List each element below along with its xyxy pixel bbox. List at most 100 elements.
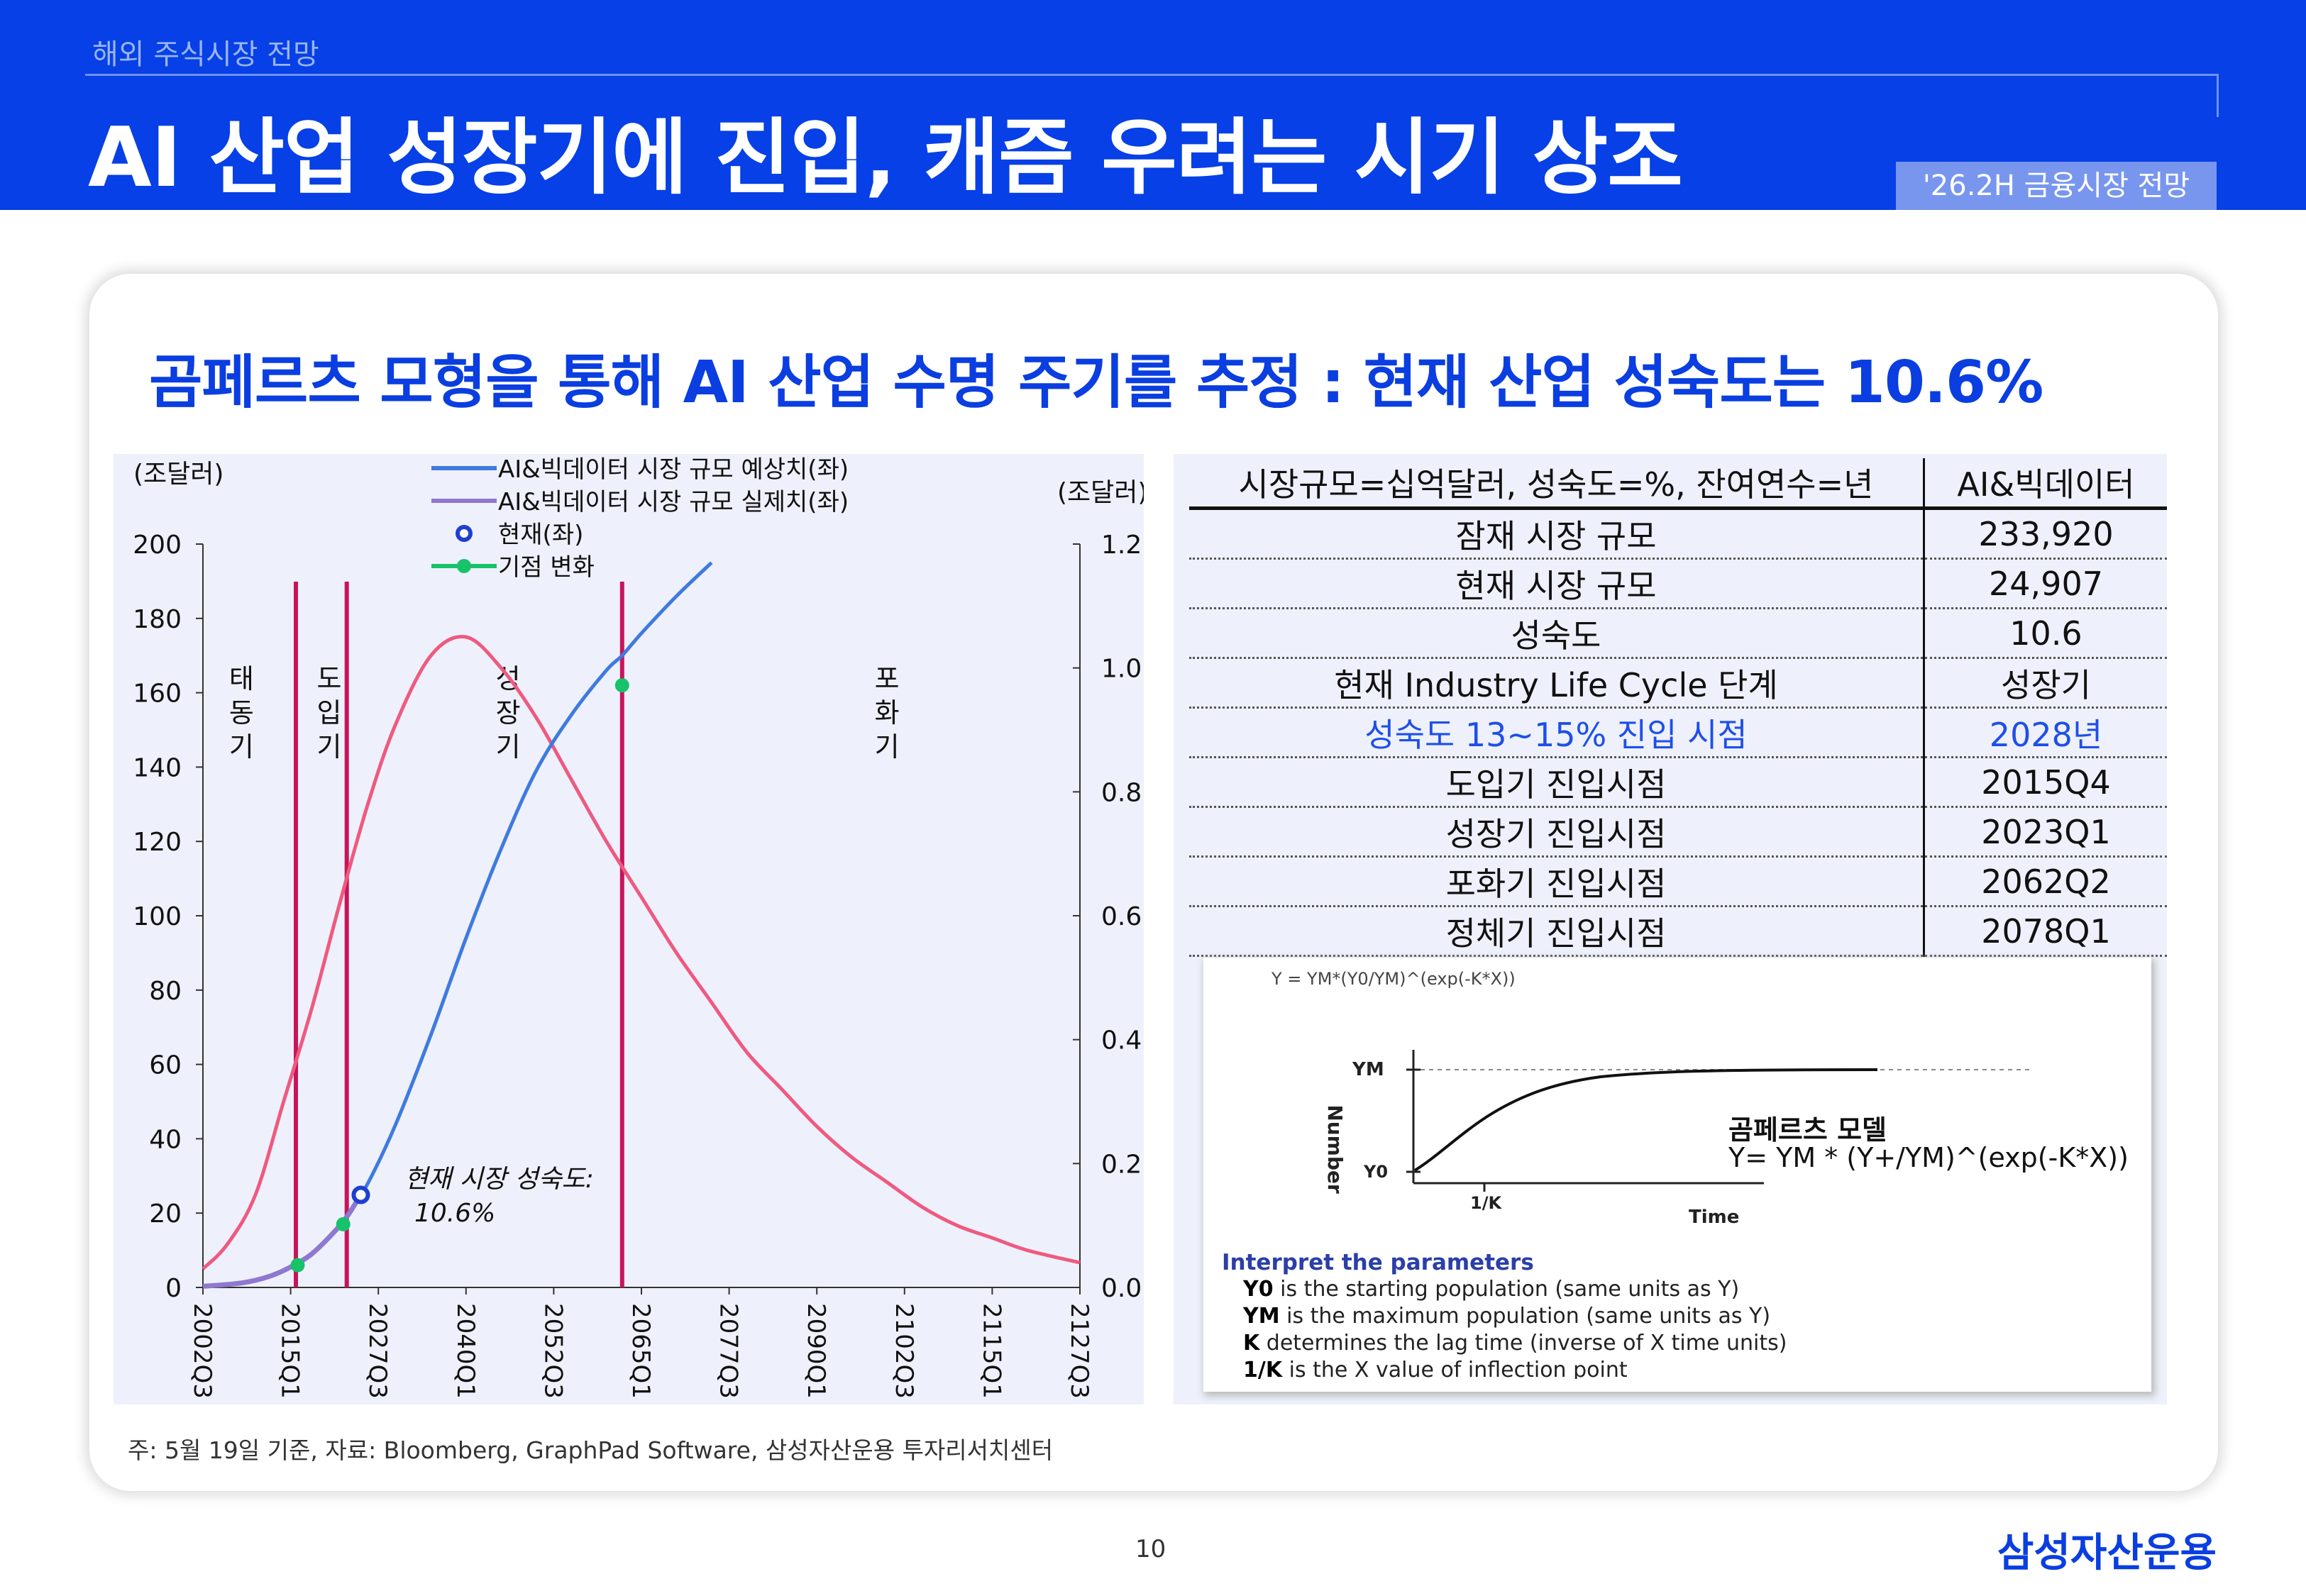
- row-label: 성장기 진입시점: [1189, 807, 1925, 858]
- gompertz-equation: Y = YM*(Y0/YM)^(exp(-K*X)): [1271, 969, 1516, 989]
- x-tick-label: 2115Q1: [977, 1303, 1005, 1399]
- milestone-dot: [614, 678, 629, 693]
- row-label: 성숙도 13~15% 진입 시점: [1189, 707, 1925, 758]
- table-row: 현재 시장 규모 24,907: [1189, 558, 2167, 609]
- gompertz-figure: [1203, 958, 2151, 1392]
- gompertz-xlabel: Time: [1689, 1207, 1739, 1228]
- model-name: 곰페르츠 모델: [1728, 1114, 1887, 1146]
- right-tick-label: 0.6: [1101, 902, 1142, 931]
- table-header-row: 시장규모=십억달러, 성숙도=%, 잔여연수=년 AI&빅데이터: [1189, 458, 2167, 510]
- param-key: YM: [1243, 1304, 1280, 1329]
- x-tick-label: 2027Q3: [363, 1303, 392, 1399]
- row-value: 2028년: [1924, 707, 2167, 758]
- table-row: 정체기 진입시점 2078Q1: [1189, 906, 2167, 957]
- x-tick-label: 2102Q3: [890, 1303, 918, 1399]
- current-point: [351, 1185, 370, 1204]
- report-tag: '26.2H 금융시장 전망: [1896, 162, 2217, 210]
- table-row: 포화기 진입시점 2062Q2: [1189, 856, 2167, 907]
- x-tick-label: 2002Q3: [188, 1303, 216, 1399]
- left-tick-label: 20: [149, 1199, 182, 1229]
- param-text: is the X value of inflection point: [1282, 1358, 1628, 1379]
- param-key: K: [1243, 1331, 1260, 1356]
- table-row: 성장기 진입시점 2023Q1: [1189, 807, 2167, 858]
- card-title: 곰페르츠 모형을 통해 AI 산업 수명 주기를 추정 : 현재 산업 성숙도는…: [149, 349, 2043, 416]
- parameter-table: 시장규모=십억달러, 성숙도=%, 잔여연수=년 AI&빅데이터 잠재 시장 규…: [1189, 458, 2167, 957]
- row-label: 정체기 진입시점: [1189, 906, 1925, 957]
- footnote: 주: 5월 19일 기준, 자료: Bloomberg, GraphPad So…: [128, 1436, 1054, 1464]
- actual-series-line: [202, 1193, 363, 1289]
- table-header-cell: 시장규모=십억달러, 성숙도=%, 잔여연수=년: [1189, 458, 1925, 510]
- left-tick-label: 200: [133, 531, 182, 560]
- row-value: 2062Q2: [1924, 856, 2167, 907]
- row-value: 성장기: [1924, 658, 2167, 709]
- legend-actual: AI&빅데이터 시장 규모 실제치(좌): [498, 488, 849, 516]
- left-tick-label: 140: [133, 753, 182, 782]
- interpret-line: YM is the maximum population (same units…: [1243, 1304, 1770, 1329]
- annotation-line-1: 현재 시장 성숙도:: [404, 1165, 594, 1194]
- x-ticks: 2002Q3 2015Q1 2027Q3 2040Q1 2052Q3 2065Q1 2077…: [188, 1287, 1093, 1399]
- left-unit-label: (조달러): [133, 460, 224, 489]
- right-tick-label: 0.0: [1101, 1274, 1142, 1303]
- x-tick-label: 2065Q1: [627, 1303, 655, 1399]
- milestone-dot: [290, 1258, 305, 1273]
- interpret-title: Interpret the parameters: [1222, 1250, 1534, 1275]
- right-ticks: 1.2 1.0 0.8 0.6 0.4 0.2 0.0: [1073, 531, 1142, 1303]
- row-value: 10.6: [1924, 608, 2167, 659]
- legend-milestone: 기점 변화: [498, 553, 595, 582]
- right-tick-label: 1.2: [1101, 531, 1142, 560]
- chart-panel: [114, 454, 1144, 1404]
- gompertz-y0-label: Y0: [1363, 1162, 1388, 1182]
- rate-series-line: [202, 634, 1081, 1270]
- left-tick-label: 180: [133, 605, 182, 634]
- table-row: 잠재 시장 규모 233,920: [1189, 508, 2167, 560]
- milestone-dot: [336, 1217, 351, 1231]
- section-label: 해외 주식시장 전망: [92, 38, 319, 71]
- left-tick-label: 0: [165, 1274, 182, 1303]
- legend-current-swatch: [456, 525, 473, 542]
- table-row-highlight: 성숙도 13~15% 진입 시점 2028년: [1189, 707, 2167, 758]
- row-value: 2023Q1: [1924, 807, 2167, 858]
- right-tick-label: 0.2: [1101, 1150, 1142, 1179]
- interpret-line: K determines the lag time (inverse of X …: [1243, 1331, 1787, 1356]
- gompertz-ylabel: Number: [1323, 1104, 1347, 1194]
- milestone-points: [290, 678, 629, 1273]
- parameter-table-body: 시장규모=십억달러, 성숙도=%, 잔여연수=년 AI&빅데이터 잠재 시장 규…: [1189, 458, 2167, 957]
- x-tick-label: 2090Q1: [802, 1303, 830, 1399]
- chart-axes: [202, 544, 1081, 1288]
- x-tick-label: 2127Q3: [1065, 1303, 1093, 1399]
- row-label: 잠재 시장 규모: [1189, 508, 1925, 560]
- right-tick-label: 0.4: [1101, 1026, 1142, 1055]
- annotation-line-2: 10.6%: [414, 1199, 495, 1228]
- left-tick-label: 60: [149, 1051, 182, 1080]
- table-row: 현재 Industry Life Cycle 단계 성장기: [1189, 658, 2167, 709]
- x-tick-label: 2077Q3: [715, 1303, 743, 1399]
- left-tick-label: 40: [149, 1125, 182, 1154]
- legend: AI&빅데이터 시장 규모 예상치(좌) AI&빅데이터 시장 규모 실제치(좌…: [431, 455, 849, 582]
- param-text: is the starting population (same units a…: [1273, 1277, 1740, 1302]
- right-tick-label: 0.8: [1101, 778, 1142, 807]
- row-value: 2078Q1: [1924, 906, 2167, 957]
- row-value: 2015Q4: [1924, 757, 2167, 808]
- param-text: determines the lag time (inverse of X ti…: [1259, 1331, 1787, 1356]
- phase-lines: [294, 582, 624, 1287]
- row-value: 233,920: [1924, 508, 2167, 560]
- row-label: 현재 Industry Life Cycle 단계: [1189, 658, 1925, 709]
- page-title: AI 산업 성장기에 진입, 캐즘 우려는 시기 상조: [88, 110, 1683, 206]
- gompertz-diagram: Y = YM*(Y0/YM)^(exp(-K*X)) Number YM Y0 …: [1271, 969, 2032, 1228]
- left-tick-label: 160: [133, 680, 182, 709]
- row-label: 현재 시장 규모: [1189, 558, 1925, 609]
- param-text: is the maximum population (same units as…: [1279, 1304, 1771, 1329]
- table-row: 성숙도 10.6: [1189, 608, 2167, 659]
- phase-labels: 태 동 기도 입 기성 장 기포 화 기: [229, 663, 900, 763]
- table-row: 도입기 진입시점 2015Q4: [1189, 757, 2167, 808]
- interpret-line: 1/K is the X value of inflection point: [1243, 1358, 1628, 1379]
- param-key: Y0: [1243, 1277, 1274, 1302]
- legend-milestone-dot: [457, 559, 471, 573]
- left-tick-label: 80: [149, 977, 182, 1006]
- gompertz-curve: [1413, 1068, 1878, 1172]
- row-label: 도입기 진입시점: [1189, 757, 1925, 808]
- gompertz-1k-label: 1/K: [1470, 1193, 1502, 1213]
